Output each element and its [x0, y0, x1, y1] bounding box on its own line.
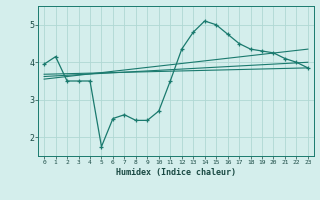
X-axis label: Humidex (Indice chaleur): Humidex (Indice chaleur)	[116, 168, 236, 177]
